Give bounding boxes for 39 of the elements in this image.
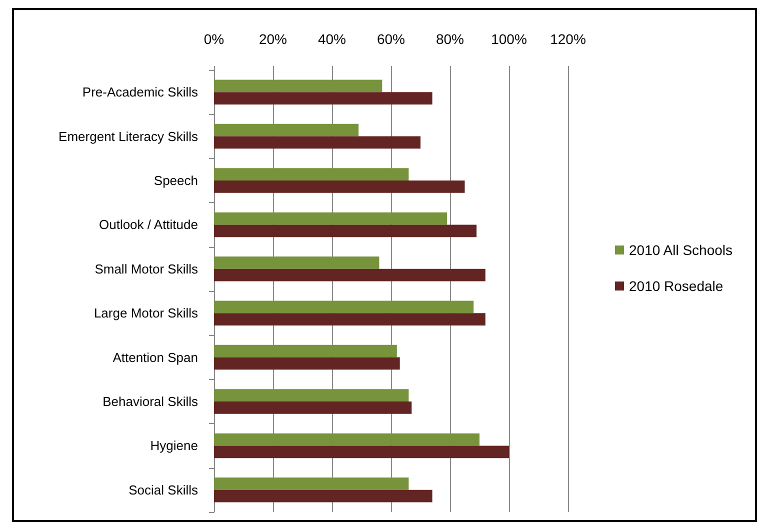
y-tick-label: Speech: [154, 173, 198, 188]
bar: [214, 180, 465, 193]
bar: [214, 313, 486, 326]
y-tick-label: Small Motor Skills: [94, 261, 198, 276]
bar: [214, 389, 409, 402]
y-tick-label: Hygiene: [150, 438, 198, 454]
x-tick-label: 100%: [491, 31, 527, 47]
bar: [214, 300, 474, 314]
y-tick-label: Behavioral Skills: [102, 394, 198, 409]
bar: [214, 268, 486, 282]
bar: [214, 344, 397, 358]
x-tick-label: 60%: [376, 31, 406, 47]
x-tick-label: 20%: [258, 31, 288, 47]
bar: [214, 256, 380, 269]
y-tick-label: Large Motor Skills: [94, 306, 198, 321]
y-tick-label: Pre-Academic Skills: [82, 84, 198, 100]
x-tick-label: 0%: [204, 31, 224, 47]
bar: [214, 136, 420, 149]
bar: [214, 357, 400, 370]
bar: [214, 80, 382, 92]
bar: [214, 446, 509, 458]
y-tick-label: Social Skills: [128, 482, 198, 498]
bar: [214, 168, 409, 180]
bar: [214, 224, 477, 238]
bar: [214, 124, 359, 136]
bar: [214, 490, 432, 502]
y-tick-label: Attention Span: [112, 350, 198, 365]
legend-label: 2010 Rosedale: [629, 278, 724, 294]
x-tick-label: 40%: [318, 31, 346, 47]
legend-label: 2010 All Schools: [629, 242, 733, 258]
y-tick-label: Outlook / Attitude: [98, 217, 198, 232]
y-tick-label: Emergent Literacy Skills: [58, 128, 198, 144]
x-tick-label: 120%: [550, 31, 586, 47]
bar: [214, 433, 480, 446]
x-tick-label: 80%: [436, 31, 464, 47]
bar: [214, 478, 409, 490]
bar: [214, 402, 412, 414]
bar: [214, 212, 448, 225]
bar: [214, 92, 432, 104]
